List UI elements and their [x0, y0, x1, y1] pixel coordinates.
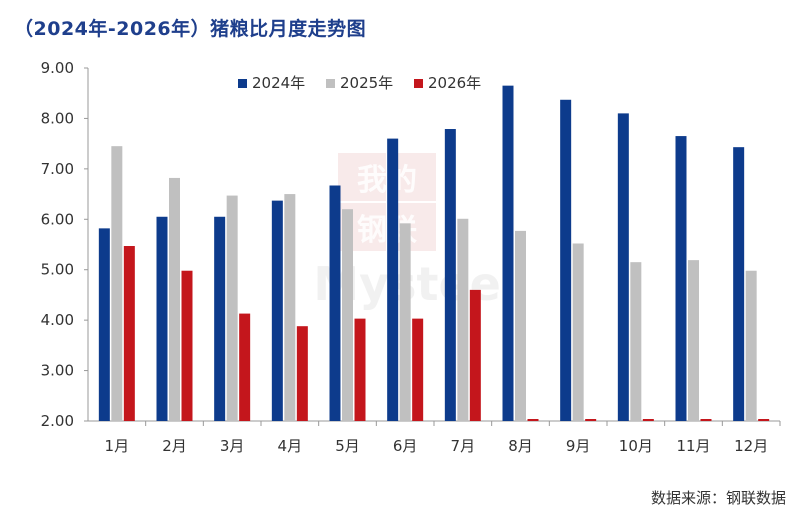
legend-swatch: [326, 79, 335, 88]
chart-title: （2024年-2026年）猪粮比月度走势图: [14, 18, 367, 40]
x-tick-label: 9月: [566, 437, 591, 455]
bar: [688, 260, 699, 421]
bar-empty: [700, 419, 712, 421]
y-tick-label: 4.00: [41, 311, 74, 329]
bar: [354, 318, 366, 421]
x-tick-label: 5月: [335, 437, 360, 455]
bar: [469, 289, 481, 421]
bar: [226, 195, 238, 421]
y-tick-label: 3.00: [41, 362, 74, 380]
legend-swatch: [414, 79, 423, 88]
bar: [387, 138, 399, 421]
data-source: 数据来源：钢联数据: [650, 489, 786, 507]
bar: [169, 177, 180, 421]
bar: [296, 326, 308, 421]
x-tick-label: 7月: [451, 437, 476, 455]
bar: [617, 113, 629, 421]
bar: [239, 313, 251, 421]
x-tick-label: 11月: [676, 437, 710, 455]
bar: [675, 136, 687, 422]
bar: [560, 99, 572, 422]
x-tick-label: 6月: [393, 437, 418, 455]
y-tick-label: 6.00: [41, 210, 74, 228]
bar: [399, 223, 411, 421]
bar: [342, 209, 353, 421]
x-tick-label: 4月: [278, 437, 303, 455]
bar: [733, 147, 745, 421]
legend-label: 2024年: [252, 74, 305, 92]
bar: [412, 318, 424, 421]
bar: [284, 194, 296, 421]
bar: [111, 146, 123, 421]
legend-label: 2026年: [428, 74, 481, 92]
legend-label: 2025年: [340, 74, 393, 92]
bar-empty: [585, 419, 597, 421]
legend: 2024年 2025年 2026年: [238, 74, 481, 92]
bar: [181, 270, 193, 421]
bar-empty: [527, 419, 539, 421]
bars: [98, 85, 770, 422]
bar: [214, 216, 226, 421]
bar: [271, 200, 283, 421]
x-tick-label: 2月: [162, 437, 187, 455]
bar: [515, 230, 526, 421]
y-tick-label: 9.00: [41, 59, 74, 77]
watermark-text-1: 我的: [357, 163, 417, 198]
x-tick-label: 12月: [734, 437, 768, 455]
bar: [630, 262, 642, 421]
bar: [444, 129, 456, 422]
bar: [98, 228, 110, 421]
x-tick-label: 1月: [105, 437, 130, 455]
bar: [123, 246, 135, 421]
legend-swatch: [238, 79, 247, 88]
y-tick-label: 2.00: [41, 412, 74, 430]
bar: [745, 270, 757, 421]
bar-empty: [758, 419, 770, 421]
bar: [156, 216, 168, 421]
x-tick-label: 3月: [220, 437, 245, 455]
bar: [572, 243, 584, 421]
y-tick-label: 8.00: [41, 109, 74, 127]
axes: 2.00 3.00 4.00 5.00 6.00 7.00 8.00 9.00 1月 2月 3月 4月…: [41, 59, 781, 455]
bar-empty: [642, 419, 654, 421]
y-tick-label: 5.00: [41, 261, 74, 279]
y-tick-label: 7.00: [41, 160, 74, 178]
bar: [502, 85, 514, 422]
x-tick-label: 8月: [508, 437, 533, 455]
bar: [457, 218, 469, 421]
bar: [329, 185, 341, 421]
x-tick-label: 10月: [619, 437, 653, 455]
